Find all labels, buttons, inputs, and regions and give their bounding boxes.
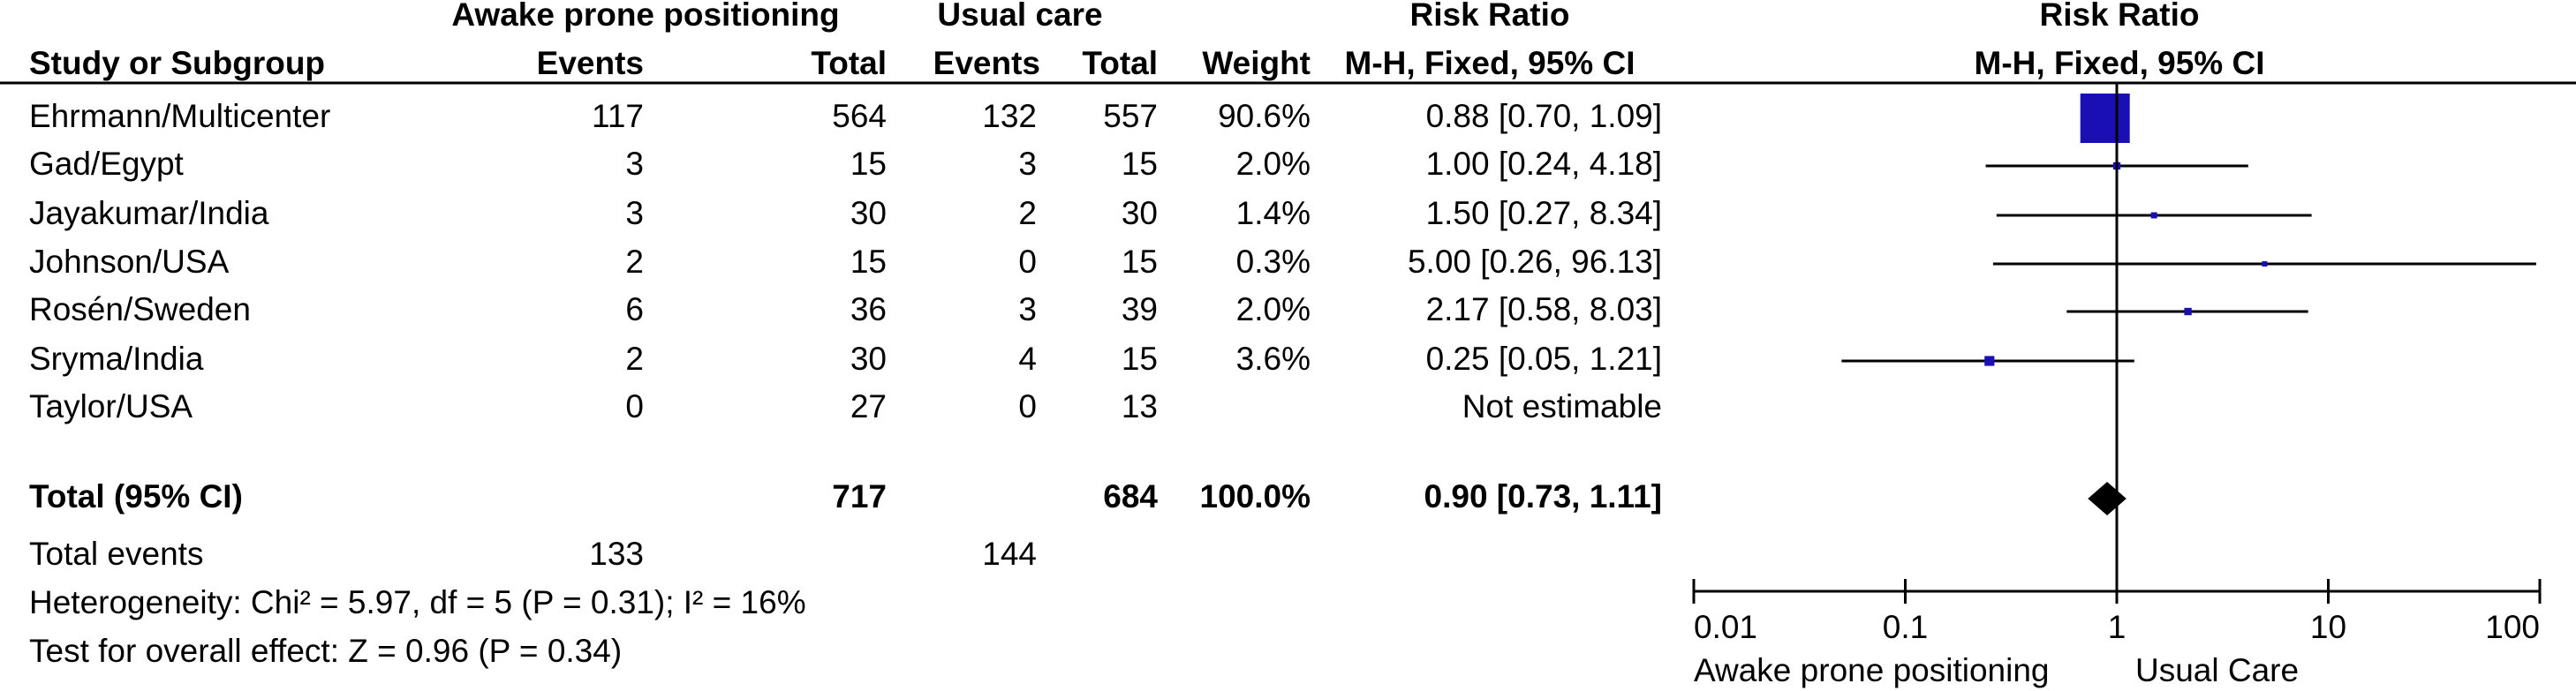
cell: 132 — [982, 98, 1037, 134]
total-label: Total (95% CI) — [29, 478, 243, 514]
pooled-diamond — [2088, 482, 2127, 515]
weight: 100.0% — [1200, 478, 1311, 514]
weight: 90.6% — [1218, 98, 1311, 134]
cell: 0 — [1018, 244, 1037, 280]
weight: 1.4% — [1236, 195, 1311, 231]
cell: 3 — [625, 146, 644, 182]
ci-label: Not estimable — [1462, 388, 1662, 424]
ci-label: 5.00 [0.26, 96.13] — [1408, 244, 1662, 280]
ci-label: 2.17 [0.58, 8.03] — [1426, 291, 1662, 327]
overall-effect: Test for overall effect: Z = 0.96 (P = 0… — [29, 633, 622, 669]
cell: 117 — [592, 98, 644, 134]
x-tick-label: 0.1 — [1883, 609, 1928, 645]
plot-header: M-H, Fixed, 95% CI — [1975, 45, 2265, 81]
effect-square — [2080, 94, 2130, 143]
effect-square — [2150, 212, 2157, 219]
cell: 15 — [1122, 146, 1158, 182]
plot-header: Risk Ratio — [2040, 0, 2200, 33]
column-header: Events — [537, 45, 644, 81]
favours-left: Awake prone positioning — [1694, 652, 2049, 688]
ci-label: 0.90 [0.73, 1.11] — [1424, 478, 1662, 514]
cell: 2 — [625, 341, 644, 377]
ci-label: 0.25 [0.05, 1.21] — [1426, 341, 1662, 377]
column-header: Events — [933, 45, 1040, 81]
cell: 15 — [1122, 244, 1158, 280]
weight: 0.3% — [1236, 244, 1311, 280]
cell: 15 — [850, 146, 887, 182]
cell: 15 — [1122, 341, 1158, 377]
weight: 3.6% — [1236, 341, 1311, 377]
cell: 3 — [1018, 291, 1037, 327]
total-events-label: Total events — [29, 536, 203, 572]
ci-label: 0.88 [0.70, 1.09] — [1426, 98, 1662, 134]
cell: 557 — [1103, 98, 1158, 134]
column-header: Weight — [1202, 45, 1311, 81]
x-tick-label: 0.01 — [1694, 609, 1757, 645]
x-tick-label: 10 — [2310, 609, 2346, 645]
study-name: Ehrmann/Multicenter — [29, 98, 330, 134]
cell: 0 — [1018, 388, 1037, 424]
group-header: Awake prone positioning — [451, 0, 839, 33]
cell: 15 — [850, 244, 887, 280]
weight: 2.0% — [1236, 291, 1311, 327]
ci-label: 1.00 [0.24, 4.18] — [1426, 146, 1662, 182]
group-header: Usual care — [937, 0, 1102, 33]
column-header: M-H, Fixed, 95% CI — [1345, 45, 1635, 81]
cell: 6 — [625, 291, 644, 327]
cell: 30 — [1122, 195, 1158, 231]
cell: 144 — [982, 536, 1037, 572]
study-name: Sryma/India — [29, 341, 204, 377]
effect-square — [2184, 307, 2192, 316]
study-name: Rosén/Sweden — [29, 291, 251, 327]
study-name: Jayakumar/India — [29, 195, 269, 231]
cell: 27 — [850, 388, 887, 424]
effect-square — [1984, 356, 1995, 366]
x-tick-label: 100 — [2485, 609, 2540, 645]
cell: 3 — [625, 195, 644, 231]
column-header: Total — [1082, 45, 1158, 81]
cell: 3 — [1018, 146, 1037, 182]
effect-square — [2262, 261, 2268, 267]
x-tick-label: 1 — [2108, 609, 2127, 645]
cell: 133 — [589, 536, 644, 572]
cell: 2 — [625, 244, 644, 280]
ci-label: 1.50 [0.27, 8.34] — [1426, 195, 1662, 231]
weight: 2.0% — [1236, 146, 1311, 182]
cell: 0 — [625, 388, 644, 424]
cell: 684 — [1103, 478, 1158, 514]
cell: 39 — [1122, 291, 1158, 327]
cell: 30 — [850, 341, 887, 377]
heterogeneity: Heterogeneity: Chi² = 5.97, df = 5 (P = … — [29, 584, 806, 620]
cell: 13 — [1122, 388, 1158, 424]
column-header: Total — [811, 45, 887, 81]
column-header: Risk Ratio — [1410, 0, 1570, 33]
cell: 717 — [832, 478, 887, 514]
study-name: Johnson/USA — [29, 244, 230, 280]
favours-right: Usual Care — [2135, 652, 2299, 688]
cell: 30 — [850, 195, 887, 231]
cell: 36 — [850, 291, 887, 327]
study-name: Gad/Egypt — [29, 146, 185, 182]
cell: 4 — [1018, 341, 1037, 377]
study-name: Taylor/USA — [29, 388, 193, 424]
cell: 2 — [1018, 195, 1037, 231]
column-header: Study or Subgroup — [29, 45, 325, 81]
cell: 564 — [832, 98, 887, 134]
